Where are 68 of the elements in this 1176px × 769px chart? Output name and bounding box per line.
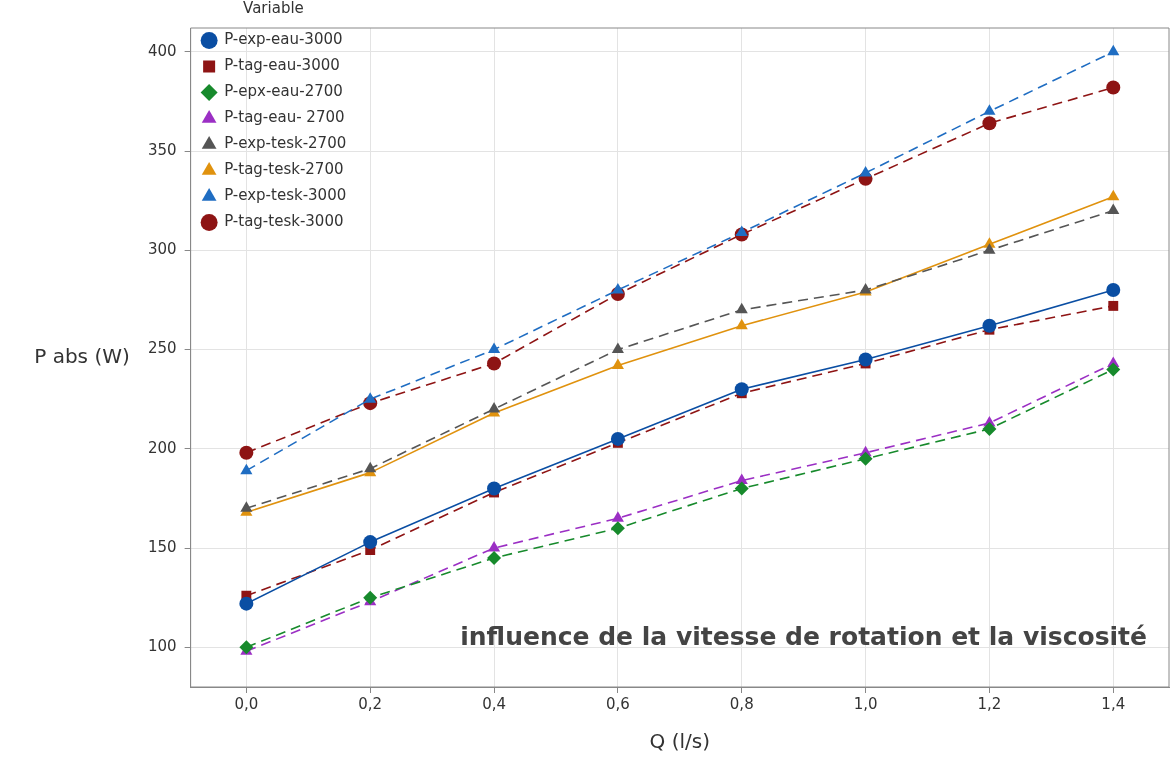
legend-label: P-tag-eau-3000 (224, 56, 340, 75)
x-tick-label: 1,0 (853, 694, 878, 713)
point (487, 402, 501, 413)
y-tick-label: 300 (147, 240, 177, 259)
legend-label: P-tag-tesk-2700 (224, 160, 344, 179)
point (735, 318, 748, 330)
y-axis-title: P abs (W) (34, 343, 130, 368)
y-tick-label: 100 (147, 637, 177, 656)
annotation: influence de la vitesse de rotation et la viscosité (460, 622, 1147, 651)
point (240, 501, 253, 512)
point (363, 590, 378, 605)
point (982, 318, 997, 333)
point (611, 358, 624, 369)
y-tick-label: 150 (147, 537, 177, 556)
point (240, 463, 253, 475)
point (239, 640, 254, 655)
point (611, 511, 624, 522)
x-tick-label: 0,4 (482, 694, 506, 713)
x-axis-title: Q (l/s) (649, 729, 711, 754)
point (1106, 80, 1121, 95)
y-tick-label: 350 (147, 140, 177, 159)
point (611, 342, 624, 354)
point (735, 225, 748, 236)
point (858, 352, 873, 367)
x-tick-label: 1,4 (1101, 694, 1126, 713)
x-tick-label: 1,2 (977, 694, 1002, 713)
point (487, 356, 502, 371)
point (610, 521, 625, 536)
point (364, 461, 377, 473)
y-tick-label: 200 (147, 438, 177, 457)
point (859, 165, 872, 177)
point (734, 382, 749, 397)
x-tick-label: 0,6 (605, 694, 630, 713)
point (983, 243, 996, 254)
point (1107, 203, 1120, 215)
point (487, 550, 502, 565)
point (364, 392, 377, 403)
point (1107, 44, 1120, 56)
y-tick-label: 250 (147, 339, 177, 358)
point (610, 431, 625, 446)
point (611, 283, 624, 294)
point (1107, 189, 1120, 201)
point (363, 535, 378, 550)
point (858, 451, 873, 466)
point (1106, 283, 1121, 298)
x-tick-label: 0,0 (234, 694, 259, 713)
legend-label: P-exp-tesk-3000 (224, 186, 347, 205)
point (487, 342, 501, 354)
point (239, 596, 254, 611)
point (983, 104, 996, 115)
legend-label: P-tag-tesk-3000 (224, 212, 344, 231)
x-tick-label: 0,2 (358, 694, 383, 713)
legend-label: P-exp-eau-3000 (224, 30, 343, 49)
point (982, 116, 997, 131)
point (735, 302, 748, 314)
legend-label: P-tag-eau- 2700 (224, 108, 345, 127)
point (487, 541, 501, 552)
x-tick-label: 0,8 (729, 694, 754, 713)
legend-title: Variable (243, 0, 304, 18)
point (1108, 300, 1119, 311)
legend-label: P-exp-tesk-2700 (224, 134, 347, 153)
point (982, 421, 997, 436)
point (1106, 362, 1121, 377)
y-tick-label: 400 (147, 41, 177, 60)
point (239, 445, 254, 460)
point (734, 481, 749, 496)
point (487, 481, 502, 496)
legend-label: P-epx-eau-2700 (224, 82, 343, 101)
